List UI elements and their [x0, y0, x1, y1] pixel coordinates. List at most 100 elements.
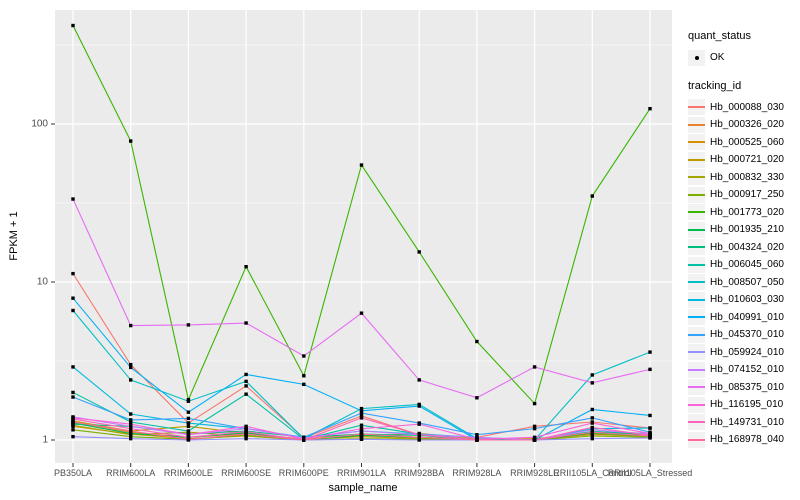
legend-key-swatch [688, 274, 705, 291]
legend-line-icon [688, 193, 705, 196]
legend-item-Hb_085375_010: Hb_085375_010 [688, 379, 798, 397]
point-marker [71, 308, 75, 313]
point-marker [244, 392, 248, 396]
point-marker [648, 367, 652, 372]
legend-key-swatch [688, 326, 705, 343]
point-marker [359, 406, 364, 411]
legend-key-swatch [688, 169, 705, 186]
point-marker [359, 163, 364, 167]
x-tick-label: RRIM600SE [221, 468, 272, 478]
legend-item-Hb_001773_020: Hb_001773_020 [688, 204, 798, 222]
point-marker [186, 421, 191, 425]
point-marker [417, 433, 421, 437]
legend-line-icon [688, 211, 705, 214]
point-marker [129, 436, 133, 441]
point-marker [590, 381, 594, 385]
point-marker [590, 436, 594, 441]
legend-line-icon [688, 176, 705, 179]
point-marker [532, 426, 537, 431]
point-marker [71, 365, 75, 369]
legend-key-swatch [688, 99, 705, 116]
point-marker [359, 423, 364, 427]
legend-line-icon [688, 351, 705, 354]
point-marker [129, 365, 133, 370]
point-marker [417, 422, 421, 426]
point-marker [186, 424, 191, 429]
point-marker [129, 424, 133, 429]
point-marker [359, 411, 364, 415]
legend-item-Hb_010603_030: Hb_010603_030 [688, 291, 798, 309]
point-marker [71, 390, 75, 395]
point-marker [71, 434, 75, 439]
y-tick-label: 1 [42, 434, 48, 446]
point-marker [590, 434, 594, 438]
point-marker [417, 250, 421, 254]
point-marker [532, 365, 537, 369]
point-marker [71, 420, 75, 424]
legend-key-swatch [688, 431, 705, 448]
legend-line-icon [688, 368, 705, 371]
point-marker [129, 431, 133, 436]
point-marker [129, 139, 133, 143]
legend-item-label: Hb_000525_060 [710, 136, 784, 148]
legend-item-label: Hb_000721_020 [710, 154, 784, 166]
legend-item-Hb_001935_210: Hb_001935_210 [688, 221, 798, 239]
legend-key-swatch [688, 256, 705, 273]
legend-title-quant-status: quant_status [688, 30, 751, 42]
legend-line-icon [688, 316, 705, 319]
point-marker [129, 418, 133, 422]
legend-item-label: Hb_059924_010 [710, 346, 784, 358]
point-marker [590, 407, 594, 412]
legend-key-swatch [688, 151, 705, 168]
point-marker [186, 437, 191, 442]
legend-item-label: Hb_168978_040 [710, 434, 784, 446]
point-marker [359, 414, 364, 418]
point-marker [475, 438, 479, 442]
legend-item-Hb_149731_010: Hb_149731_010 [688, 414, 798, 432]
legend-key-swatch [688, 379, 705, 396]
legend-item-Hb_000525_060: Hb_000525_060 [688, 134, 798, 152]
legend-item-label: Hb_008507_050 [710, 276, 784, 288]
legend: quant_status OK tracking_id Hb_000088_03… [688, 30, 798, 449]
point-marker [244, 426, 248, 431]
legend-item-label: Hb_000326_020 [710, 119, 784, 131]
point-marker [244, 264, 248, 269]
legend-key-swatch [688, 204, 705, 221]
legend-key-swatch [688, 291, 705, 308]
point-marker [590, 428, 594, 432]
point-marker [244, 432, 248, 436]
legend-key-ok [688, 49, 705, 66]
point-marker [590, 421, 594, 425]
legend-item-Hb_045370_010: Hb_045370_010 [688, 326, 798, 344]
legend-item-label: Hb_116195_010 [710, 399, 784, 411]
point-marker [71, 417, 75, 421]
point-marker [244, 384, 248, 388]
legend-line-icon [688, 298, 705, 301]
legend-key-swatch [688, 361, 705, 378]
point-marker [129, 426, 133, 431]
x-tick-label: RRIM600LE [163, 468, 213, 478]
y-axis-title: FPKM + 1 [8, 211, 20, 261]
point-marker [648, 426, 652, 430]
legend-key-swatch [688, 239, 705, 256]
point-marker [648, 431, 652, 436]
point-marker [244, 436, 248, 441]
point-marker [186, 323, 191, 327]
point-marker [129, 412, 133, 416]
legend-line-icon [688, 141, 705, 144]
legend-item-label: Hb_001935_210 [710, 224, 784, 236]
legend-item-label: Hb_004324_020 [710, 241, 784, 253]
y-tick-label: 10 [36, 276, 48, 288]
point-marker [359, 311, 364, 315]
legend-item-Hb_000088_030: Hb_000088_030 [688, 99, 798, 117]
panel-background [55, 10, 672, 463]
legend-line-icon [688, 263, 705, 266]
y-tick-label: 100 [31, 118, 48, 130]
legend-item-label: Hb_006045_060 [710, 259, 784, 271]
point-marker [475, 433, 479, 437]
point-marker [417, 404, 421, 408]
point-marker [129, 323, 133, 328]
legend-line-icon [688, 403, 705, 406]
